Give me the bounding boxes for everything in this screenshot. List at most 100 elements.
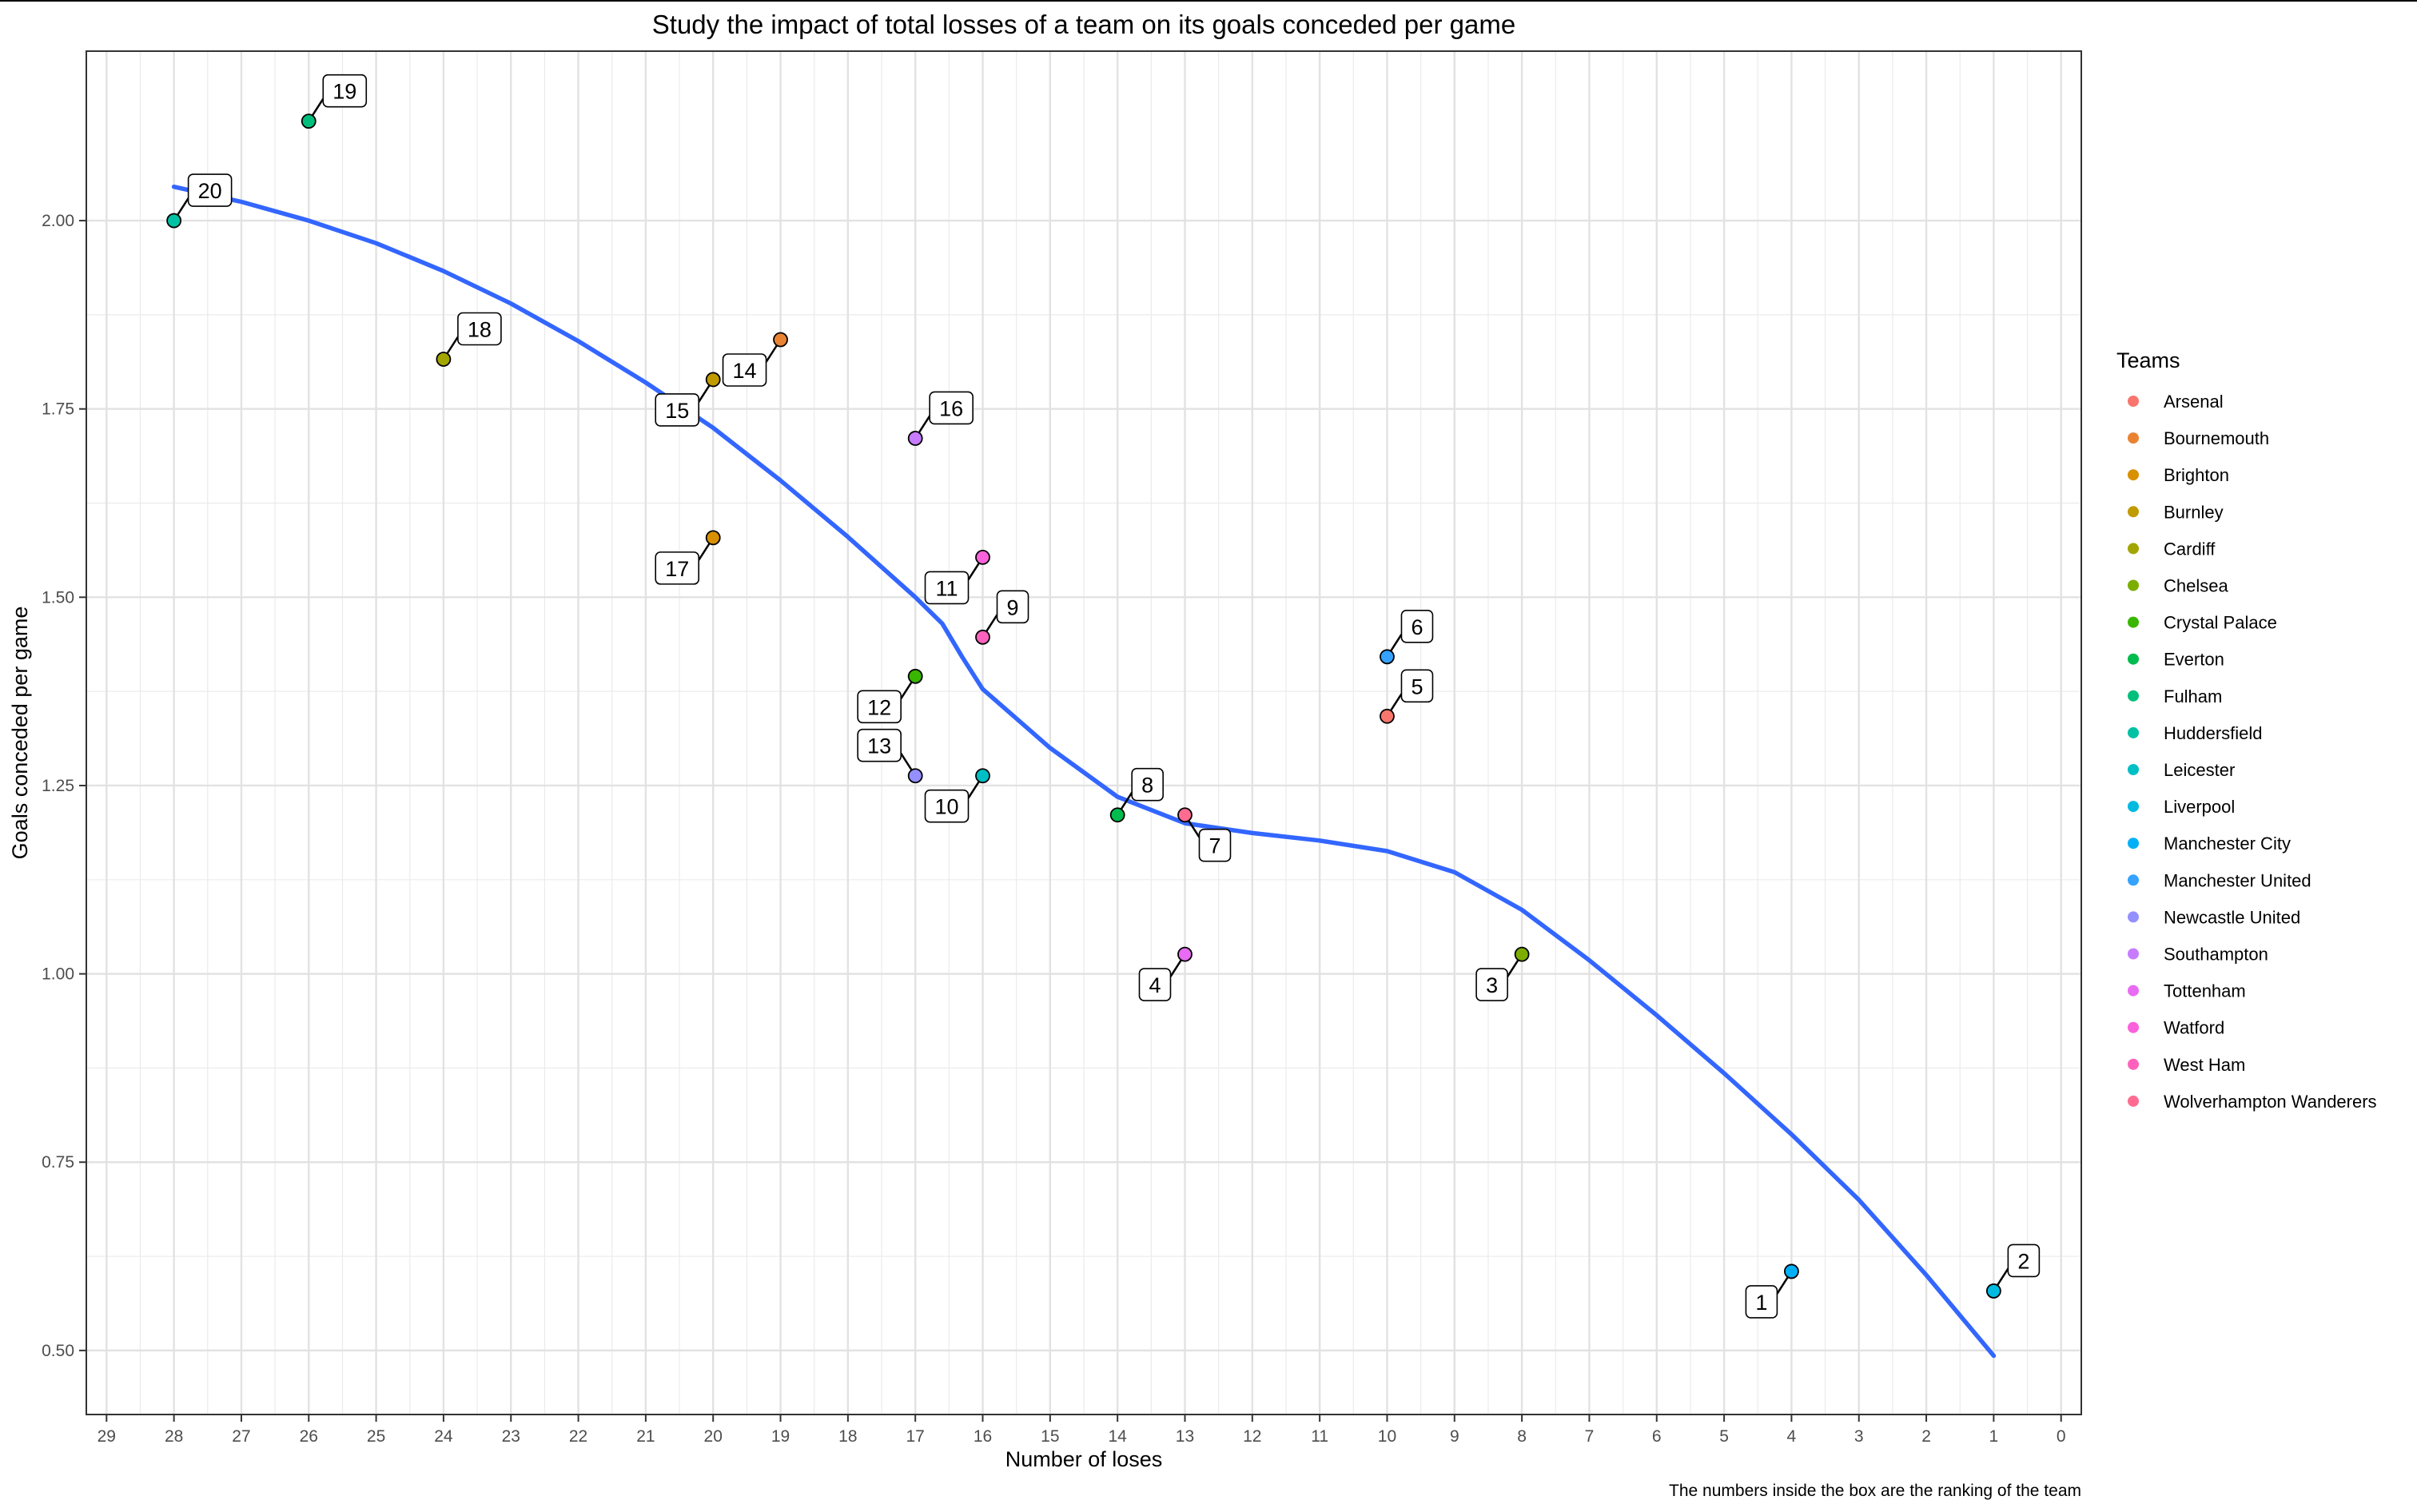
legend-label: Wolverhampton Wanderers bbox=[2164, 1092, 2377, 1112]
legend-item: Liverpool bbox=[2128, 797, 2235, 817]
x-tick-label: 22 bbox=[569, 1427, 587, 1446]
legend-item: Newcastle United bbox=[2128, 907, 2300, 927]
x-tick-label: 21 bbox=[636, 1427, 655, 1446]
x-tick-label: 19 bbox=[771, 1427, 790, 1446]
legend-key bbox=[2128, 838, 2139, 850]
x-tick-label: 6 bbox=[1652, 1427, 1662, 1446]
team-point-marker bbox=[907, 768, 923, 784]
legend-title: Teams bbox=[2116, 348, 2180, 372]
rank-label-box bbox=[924, 789, 970, 823]
data-point-8: 8 bbox=[1109, 767, 1164, 823]
x-tick-label: 28 bbox=[165, 1427, 183, 1446]
x-tick-label: 7 bbox=[1585, 1427, 1595, 1446]
legend-item: Manchester City bbox=[2128, 834, 2291, 853]
team-point-marker bbox=[705, 372, 721, 388]
legend-key bbox=[2128, 1058, 2139, 1070]
legend-key bbox=[2128, 948, 2139, 960]
x-tick-label: 5 bbox=[1719, 1427, 1729, 1446]
x-tick-label: 24 bbox=[434, 1427, 453, 1446]
rank-label: 8 bbox=[1141, 774, 1153, 798]
legend-item: Everton bbox=[2128, 650, 2224, 670]
rank-label: 11 bbox=[935, 576, 958, 600]
x-tick-label: 4 bbox=[1787, 1427, 1797, 1446]
rank-label-box bbox=[655, 551, 700, 585]
team-point-marker bbox=[301, 113, 317, 129]
team-point-marker bbox=[1514, 946, 1530, 962]
legend-label: Liverpool bbox=[2164, 797, 2235, 817]
smooth-line-layer bbox=[171, 184, 1997, 1359]
data-point-15: 15 bbox=[655, 372, 721, 427]
team-point-marker bbox=[975, 768, 990, 784]
legend-item: Tottenham bbox=[2128, 981, 2246, 1001]
x-tick-label: 18 bbox=[838, 1427, 857, 1446]
data-point-1: 1 bbox=[1745, 1263, 1799, 1319]
x-tick-label: 10 bbox=[1378, 1427, 1396, 1446]
legend-key bbox=[2128, 1021, 2139, 1033]
data-point-11: 11 bbox=[924, 549, 990, 605]
legend-key bbox=[2128, 985, 2139, 997]
rank-label: 15 bbox=[665, 399, 689, 423]
x-tick-label: 27 bbox=[232, 1427, 250, 1446]
x-tick-label: 12 bbox=[1243, 1427, 1261, 1446]
legend-label: West Ham bbox=[2164, 1055, 2245, 1075]
chart-title: Study the impact of total losses of a te… bbox=[652, 10, 1515, 39]
x-tick-label: 2 bbox=[1921, 1427, 1931, 1446]
rank-label-box bbox=[857, 690, 902, 724]
legend-label: Huddersfield bbox=[2164, 723, 2263, 743]
team-point-marker bbox=[1177, 807, 1193, 823]
data-point-14: 14 bbox=[722, 332, 788, 387]
legend-label: Tottenham bbox=[2164, 981, 2246, 1001]
rank-label: 6 bbox=[1411, 615, 1423, 639]
data-point-7: 7 bbox=[1177, 807, 1232, 862]
y-axis-title: Goals conceded per game bbox=[8, 607, 32, 860]
data-point-4: 4 bbox=[1138, 946, 1193, 1001]
rank-label-box bbox=[1198, 828, 1232, 862]
rank-label-box bbox=[1131, 767, 1164, 802]
x-tick-label: 1 bbox=[1989, 1427, 1999, 1446]
legend-item: Watford bbox=[2128, 1018, 2224, 1038]
legend-label: Leicester bbox=[2164, 760, 2235, 780]
rank-label: 18 bbox=[468, 317, 492, 341]
legend-label: Chelsea bbox=[2164, 576, 2228, 596]
legend-key bbox=[2128, 653, 2139, 665]
x-tick-label: 0 bbox=[2057, 1427, 2066, 1446]
x-tick-label: 16 bbox=[974, 1427, 992, 1446]
y-tick-label: 0.50 bbox=[42, 1342, 74, 1360]
team-point-marker bbox=[1380, 649, 1395, 665]
legend-key bbox=[2128, 1095, 2139, 1107]
team-point-marker bbox=[975, 629, 990, 645]
rank-label-box bbox=[322, 74, 368, 108]
rank-label-box bbox=[1138, 968, 1172, 1001]
x-tick-label: 11 bbox=[1311, 1427, 1328, 1446]
legend-item: Wolverhampton Wanderers bbox=[2128, 1092, 2377, 1112]
legend-item: Burnley bbox=[2128, 502, 2224, 522]
legend-label: Newcastle United bbox=[2164, 907, 2300, 927]
legend-key bbox=[2128, 432, 2139, 444]
x-tick-label: 9 bbox=[1450, 1427, 1459, 1446]
legend-key bbox=[2128, 801, 2139, 813]
legend-label: Crystal Palace bbox=[2164, 613, 2277, 633]
legend-item: Southampton bbox=[2128, 945, 2268, 965]
rank-label-box bbox=[924, 571, 970, 605]
rank-label: 10 bbox=[934, 795, 958, 819]
legend-label: Brighton bbox=[2164, 465, 2229, 485]
legend-key bbox=[2128, 616, 2139, 628]
data-point-19: 19 bbox=[301, 74, 368, 129]
legend-key bbox=[2128, 764, 2139, 775]
legend-key bbox=[2128, 506, 2139, 518]
legend-label: Manchester United bbox=[2164, 870, 2311, 890]
legend-key bbox=[2128, 396, 2139, 407]
data-point-3: 3 bbox=[1475, 946, 1530, 1001]
y-tick-label: 0.75 bbox=[42, 1153, 74, 1172]
legend-key bbox=[2128, 543, 2139, 555]
legend-key bbox=[2128, 726, 2139, 738]
legend-key bbox=[2128, 874, 2139, 886]
y-tick-label: 1.00 bbox=[42, 965, 74, 984]
rank-label-box bbox=[857, 728, 902, 762]
data-point-10: 10 bbox=[924, 768, 990, 823]
rank-label-box bbox=[1745, 1285, 1778, 1319]
x-tick-label: 25 bbox=[367, 1427, 385, 1446]
x-tick-label: 3 bbox=[1854, 1427, 1864, 1446]
rank-label: 19 bbox=[332, 80, 356, 104]
data-point-18: 18 bbox=[436, 312, 502, 367]
